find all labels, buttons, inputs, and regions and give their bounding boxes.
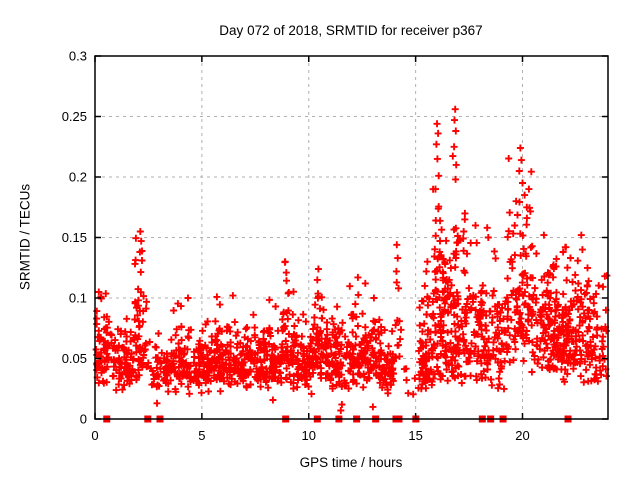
x-axis-label: GPS time / hours	[299, 455, 403, 470]
scatter-points	[92, 105, 611, 414]
y-tick-label: 0.05	[62, 351, 87, 366]
x-tick-label: 20	[515, 428, 529, 443]
x-tick-label: 10	[302, 428, 316, 443]
y-tick-label: 0.3	[69, 49, 87, 64]
y-tick-label: 0.15	[62, 230, 87, 245]
y-tick-label: 0.1	[69, 291, 87, 306]
axes-frame	[94, 55, 609, 420]
y-tick-label: 0	[80, 412, 87, 427]
x-tick-label: 0	[91, 428, 98, 443]
x-tick-label: 5	[198, 428, 205, 443]
y-tick-label: 0.2	[69, 170, 87, 185]
tick-labels: 0 5 10 15 20 0 0.05 0.1 0.15 0.2 0.25 0.3	[62, 49, 530, 444]
chart-title: Day 072 of 2018, SRMTID for receiver p36…	[219, 23, 483, 38]
y-tick-label: 0.25	[62, 109, 87, 124]
y-axis-label: SRMTID / TECUs	[17, 183, 33, 291]
x-tick-label: 15	[408, 428, 422, 443]
